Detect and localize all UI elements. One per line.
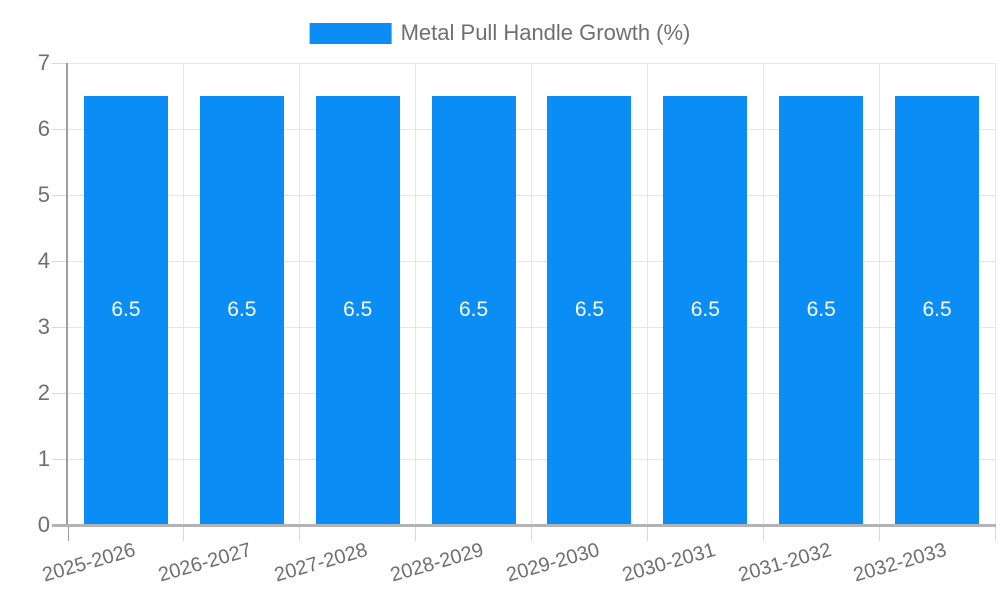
legend-label: Metal Pull Handle Growth (%) (400, 20, 691, 45)
v-gridline (646, 63, 648, 525)
x-axis-tick-label: 2025-2026 (40, 538, 139, 587)
x-axis-tick-label: 2031-2032 (735, 538, 834, 587)
bar-value-label: 6.5 (690, 297, 720, 321)
bar[interactable] (315, 96, 400, 525)
bar[interactable] (83, 96, 168, 525)
y-tick-mark (52, 458, 68, 460)
y-axis-tick-label: 2 (37, 380, 50, 405)
x-axis-tick-label: 2026-2027 (156, 538, 255, 587)
y-tick-mark (52, 326, 68, 328)
x-tick-mark (994, 525, 996, 541)
bar-value-label: 6.5 (574, 297, 605, 321)
y-axis-line (66, 63, 68, 527)
bar-value-label: 6.5 (458, 297, 489, 321)
y-tick-mark (52, 392, 68, 394)
v-gridline (183, 63, 185, 525)
y-axis-tick-label: 7 (37, 50, 50, 75)
v-gridline (299, 63, 301, 525)
bar[interactable] (199, 96, 284, 525)
bar-value-label: 6.5 (227, 297, 257, 321)
x-tick-mark (299, 525, 301, 541)
x-axis-tick-label: 2032-2033 (851, 538, 950, 587)
x-tick-mark (646, 525, 648, 541)
bar-value-label: 6.5 (922, 297, 952, 321)
y-axis-tick-label: 6 (37, 116, 50, 141)
v-gridline (762, 63, 764, 525)
y-axis-tick-label: 5 (37, 182, 50, 207)
bar[interactable] (663, 96, 748, 525)
y-axis-tick-label: 4 (37, 248, 50, 273)
x-tick-mark (415, 525, 417, 541)
legend[interactable]: Metal Pull Handle Growth (%) (309, 20, 691, 46)
x-tick-mark (762, 525, 764, 541)
x-axis-tick-label: 2029-2030 (503, 538, 602, 587)
bar[interactable] (895, 96, 980, 525)
v-gridline (531, 63, 532, 525)
legend-swatch (309, 22, 392, 44)
y-tick-mark (52, 62, 68, 64)
bar-value-label: 6.5 (111, 297, 141, 321)
bar[interactable] (431, 96, 516, 525)
x-tick-mark (183, 525, 185, 541)
bar-value-label: 6.5 (806, 297, 836, 321)
y-axis-tick-label: 0 (37, 512, 50, 537)
bar[interactable] (547, 96, 632, 525)
x-axis-tick-label: 2030-2031 (619, 538, 718, 587)
y-tick-mark (52, 194, 68, 196)
y-axis-tick-label: 1 (37, 446, 50, 471)
v-gridline (994, 63, 996, 525)
x-tick-mark (878, 525, 880, 541)
bar-value-label: 6.5 (343, 297, 373, 321)
v-gridline (415, 63, 417, 525)
y-tick-mark (52, 260, 68, 262)
v-gridline (878, 63, 880, 525)
x-tick-mark (67, 525, 69, 541)
x-axis-tick-label: 2027-2028 (272, 538, 371, 587)
y-tick-mark (52, 128, 68, 130)
x-axis-tick-label: 2028-2029 (387, 538, 486, 587)
x-axis-line (52, 523, 996, 527)
x-tick-mark (531, 525, 532, 541)
bar[interactable] (779, 96, 864, 525)
y-axis-tick-label: 3 (37, 314, 50, 339)
